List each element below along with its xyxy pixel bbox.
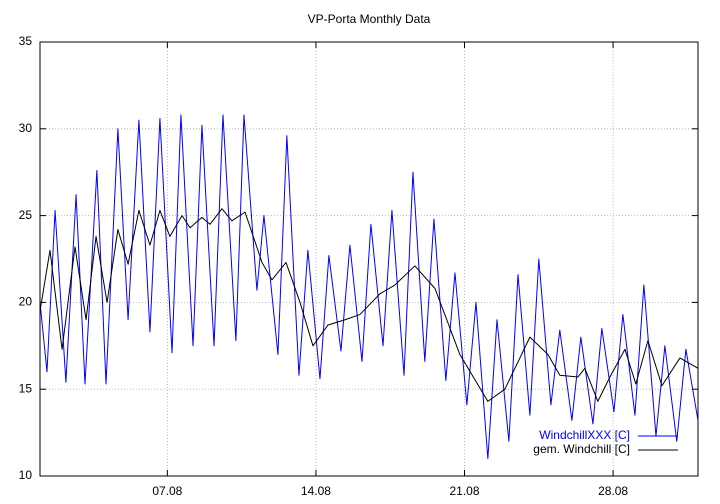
y-tick-label: 20 [19, 295, 33, 309]
x-tick-label: 07.08 [152, 484, 182, 498]
data-line [39, 208, 699, 402]
y-tick-label: 25 [19, 208, 33, 222]
plot-frame [39, 41, 699, 477]
x-tick-label: 28.08 [598, 484, 628, 498]
y-tick-label: 30 [19, 121, 33, 135]
y-tick-label: 35 [19, 34, 33, 48]
chart-title: VP-Porta Monthly Data [308, 12, 431, 26]
x-tick-label: 14.08 [301, 484, 331, 498]
legend-label: WindchillXXX [C] [539, 428, 630, 442]
x-tick-label: 21.08 [450, 484, 480, 498]
legend-label: gem. Windchill [C] [533, 442, 630, 456]
y-tick-label: 10 [19, 468, 33, 482]
data-line [39, 114, 699, 460]
y-tick-label: 15 [19, 381, 33, 395]
